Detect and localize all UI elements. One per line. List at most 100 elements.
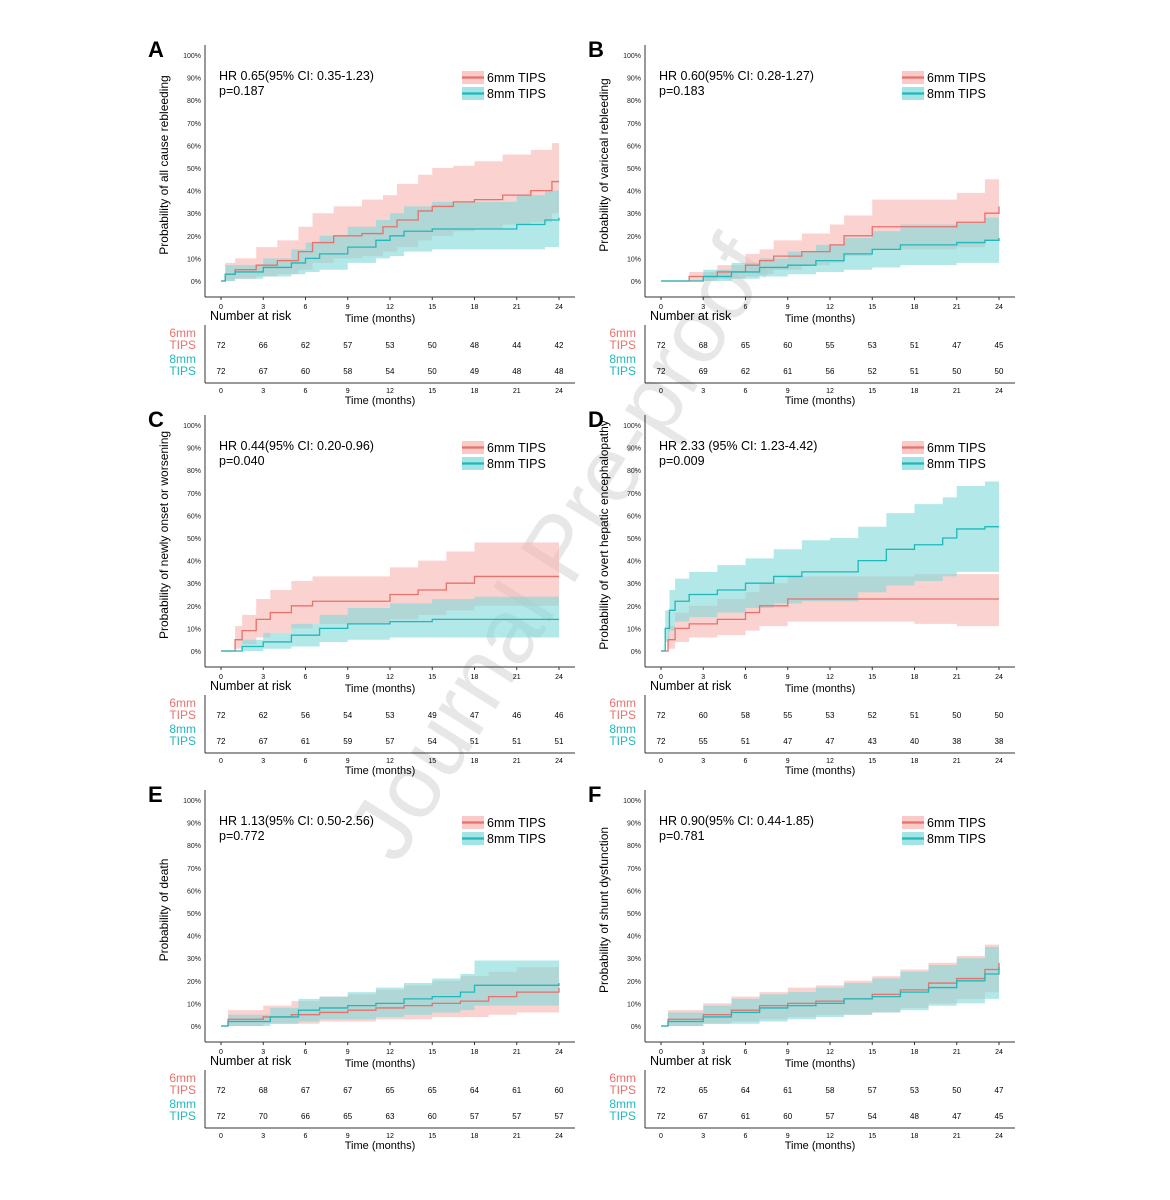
risk-count: 58 [343, 367, 352, 376]
panel-letter: A [148, 37, 164, 62]
risk-group-label: 8mm [169, 1097, 196, 1111]
x-tick-label: 24 [555, 1049, 563, 1056]
risk-group-label: 8mm [609, 1097, 636, 1111]
risk-group-label: TIPS [609, 1109, 636, 1123]
x-tick-label: 3 [261, 304, 265, 311]
risk-count: 57 [343, 341, 352, 350]
risk-table-title: Number at risk [210, 679, 292, 693]
x-tick-label: 9 [346, 304, 350, 311]
risk-count: 72 [657, 737, 666, 746]
risk-count: 50 [995, 711, 1004, 720]
x-tick-label: 6 [304, 674, 308, 681]
y-tick-label: 80% [627, 843, 641, 850]
y-tick-label: 40% [627, 934, 641, 941]
x-tick-label: 12 [386, 674, 394, 681]
x-tick-label: 0 [659, 1049, 663, 1056]
y-tick-label: 60% [627, 143, 641, 150]
risk-count: 61 [512, 1086, 521, 1095]
y-tick-label: 100% [623, 798, 641, 805]
x-tick-label: 18 [471, 1049, 479, 1056]
y-tick-label: 40% [187, 559, 201, 566]
risk-count: 59 [343, 737, 352, 746]
risk-count: 61 [783, 1086, 792, 1095]
y-tick-label: 90% [187, 446, 201, 453]
x-tick-label: 18 [911, 674, 919, 681]
risk-count: 53 [826, 711, 835, 720]
panel-a: A Probability of all cause rebleeding 0% 10… [140, 35, 580, 407]
risk-count: 56 [826, 367, 835, 376]
hazard-ratio: HR 2.33 (95% CI: 1.23-4.42) [659, 439, 817, 453]
y-tick-label: 70% [187, 491, 201, 498]
x-tick-label: 6 [304, 1049, 308, 1056]
ci-band-6mm [661, 174, 999, 281]
risk-x-tick-label: 21 [513, 1133, 521, 1140]
risk-x-tick-label: 18 [471, 388, 479, 395]
y-tick-label: 20% [187, 234, 201, 241]
x-tick-label: 24 [995, 1049, 1003, 1056]
y-tick-label: 0% [631, 1024, 641, 1031]
risk-count: 51 [910, 367, 919, 376]
y-tick-label: 90% [187, 821, 201, 828]
risk-x-tick-label: 12 [826, 388, 834, 395]
risk-count: 54 [868, 1112, 877, 1121]
km-curve-6mm [221, 180, 559, 282]
panel-e: E Probability of death 0% 10% 20% 30% 40% 50% 60… [140, 780, 580, 1152]
y-tick-label: 20% [187, 604, 201, 611]
risk-x-tick-label: 24 [555, 388, 563, 395]
legend-label: 8mm TIPS [487, 87, 546, 101]
km-curve-8mm [661, 967, 1000, 1027]
x-tick-label: 3 [701, 674, 705, 681]
risk-count: 68 [259, 1086, 268, 1095]
panel-letter: B [588, 37, 604, 62]
risk-x-tick-label: 18 [911, 1133, 919, 1140]
risk-x-axis-label: Time (months) [345, 395, 416, 407]
risk-count: 67 [301, 1086, 310, 1095]
x-tick-label: 9 [786, 304, 790, 311]
legend-label: 8mm TIPS [487, 457, 546, 471]
risk-x-tick-label: 21 [513, 388, 521, 395]
p-value: p=0.187 [219, 84, 265, 98]
risk-x-tick-label: 15 [428, 1133, 436, 1140]
y-tick-label: 40% [187, 189, 201, 196]
risk-x-tick-label: 3 [701, 388, 705, 395]
risk-count: 51 [910, 341, 919, 350]
risk-x-tick-label: 21 [953, 388, 961, 395]
risk-group-label: 8mm [609, 352, 636, 366]
risk-count: 47 [826, 737, 835, 746]
risk-x-tick-label: 21 [953, 1133, 961, 1140]
x-axis-label: Time (months) [345, 1058, 416, 1070]
risk-count: 62 [259, 711, 268, 720]
risk-count: 50 [428, 367, 437, 376]
y-tick-label: 30% [627, 211, 641, 218]
x-tick-label: 24 [555, 674, 563, 681]
risk-x-tick-label: 15 [868, 1133, 876, 1140]
panel-d: D Probability of overt hepatic encephalop… [580, 405, 1020, 777]
risk-group-label: TIPS [169, 364, 196, 378]
risk-count: 61 [301, 737, 310, 746]
y-tick-label: 30% [187, 956, 201, 963]
risk-count: 44 [512, 341, 521, 350]
x-tick-label: 0 [659, 304, 663, 311]
risk-count: 72 [657, 711, 666, 720]
risk-count: 51 [555, 737, 564, 746]
risk-count: 68 [699, 341, 708, 350]
risk-count: 50 [995, 367, 1004, 376]
y-tick-label: 10% [627, 1001, 641, 1008]
risk-count: 67 [259, 367, 268, 376]
y-tick-label: 70% [187, 121, 201, 128]
x-tick-label: 24 [995, 304, 1003, 311]
risk-x-tick-label: 9 [346, 758, 350, 765]
ci-band-8mm [661, 481, 999, 651]
risk-count: 64 [470, 1086, 479, 1095]
risk-count: 67 [699, 1112, 708, 1121]
x-tick-label: 15 [868, 1049, 876, 1056]
risk-count: 48 [910, 1112, 919, 1121]
p-value: p=0.009 [659, 454, 705, 468]
risk-count: 50 [952, 711, 961, 720]
risk-count: 55 [826, 341, 835, 350]
risk-count: 72 [217, 711, 226, 720]
risk-x-tick-label: 3 [261, 758, 265, 765]
km-curve-6mm [221, 575, 559, 652]
risk-group-label: TIPS [169, 1109, 196, 1123]
